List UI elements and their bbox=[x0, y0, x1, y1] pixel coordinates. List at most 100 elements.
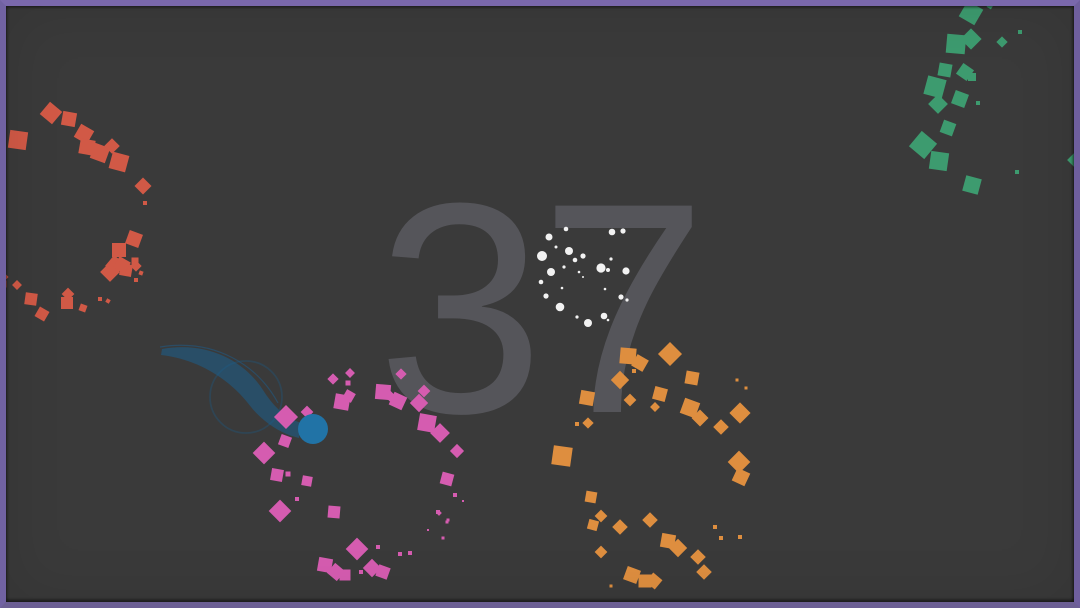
particle-square bbox=[61, 297, 73, 309]
particle-square bbox=[345, 368, 355, 378]
particle-square bbox=[73, 123, 95, 145]
particle-square bbox=[928, 150, 950, 172]
particle-square bbox=[735, 378, 739, 382]
particle-square bbox=[584, 490, 598, 504]
particle-dot bbox=[577, 270, 581, 274]
particle-square bbox=[0, 280, 7, 288]
particle-square bbox=[327, 505, 341, 519]
particle-square bbox=[657, 341, 683, 367]
particle-square bbox=[738, 535, 742, 539]
particle-square bbox=[727, 450, 751, 474]
particle-dot bbox=[608, 228, 616, 236]
particle-square bbox=[342, 389, 356, 403]
particle-dot bbox=[538, 279, 544, 285]
particle-square bbox=[417, 413, 437, 433]
particle-square bbox=[108, 151, 130, 173]
particle-square bbox=[645, 572, 663, 590]
particle-square bbox=[610, 370, 630, 390]
particle-square bbox=[996, 36, 1008, 48]
particle-square bbox=[408, 551, 412, 555]
particle-square bbox=[409, 393, 429, 413]
particle-square bbox=[252, 441, 276, 465]
particle-dot bbox=[545, 233, 553, 241]
particle-dot bbox=[562, 265, 566, 269]
particle-dot bbox=[543, 293, 549, 299]
particle-dot bbox=[596, 263, 606, 273]
orange-burst bbox=[551, 341, 751, 590]
particle-square bbox=[295, 497, 299, 501]
player-ball bbox=[298, 414, 328, 444]
particle-square bbox=[345, 537, 369, 561]
particle-square bbox=[430, 423, 450, 443]
particle-square bbox=[679, 397, 701, 419]
particle-dot bbox=[582, 276, 584, 278]
particle-square bbox=[113, 256, 131, 274]
particle-square bbox=[359, 570, 363, 574]
particle-square bbox=[951, 90, 969, 108]
particle-square bbox=[937, 62, 953, 78]
particle-square bbox=[34, 306, 50, 322]
particle-square bbox=[632, 369, 636, 373]
particle-square bbox=[690, 549, 706, 565]
particle-square bbox=[60, 110, 78, 128]
particle-square bbox=[143, 201, 147, 205]
particle-square bbox=[24, 292, 38, 306]
particle-square bbox=[1, 273, 9, 281]
particle-dot bbox=[618, 294, 624, 300]
white-burst bbox=[537, 226, 630, 327]
particle-square bbox=[594, 509, 608, 523]
particle-dot bbox=[547, 268, 555, 276]
particle-square bbox=[436, 510, 440, 514]
particle-square bbox=[104, 138, 120, 154]
particle-square bbox=[1038, 1, 1042, 5]
particle-square bbox=[285, 471, 291, 477]
particle-square bbox=[696, 564, 712, 580]
particle-dot bbox=[603, 287, 607, 291]
particle-square bbox=[7, 129, 29, 151]
particle-square bbox=[612, 519, 628, 535]
particle-square bbox=[78, 303, 88, 313]
particle-square bbox=[619, 347, 637, 365]
particle-dot bbox=[565, 247, 573, 255]
particle-square bbox=[986, 2, 994, 10]
particle-square bbox=[691, 409, 709, 427]
green-burst bbox=[908, 0, 1080, 195]
particle-square bbox=[125, 230, 143, 248]
particle-square bbox=[268, 499, 292, 523]
particle-dot bbox=[572, 257, 578, 263]
particle-square bbox=[388, 391, 408, 411]
particle-square bbox=[449, 443, 465, 459]
particle-square bbox=[609, 584, 613, 588]
particle-square bbox=[301, 475, 313, 487]
particle-square bbox=[968, 73, 976, 81]
particle-square bbox=[327, 373, 339, 385]
particle-square bbox=[105, 298, 111, 304]
particle-square bbox=[719, 536, 723, 540]
particle-dot bbox=[620, 228, 626, 234]
particle-square bbox=[586, 518, 600, 532]
particle-square bbox=[923, 75, 947, 99]
particle-square bbox=[395, 368, 407, 380]
particle-dot bbox=[600, 312, 608, 320]
particle-square bbox=[339, 569, 351, 581]
particle-square bbox=[713, 419, 729, 435]
particle-square bbox=[445, 520, 449, 524]
particle-square bbox=[375, 564, 391, 580]
particle-square bbox=[270, 468, 284, 482]
particle-square bbox=[427, 529, 429, 531]
particle-dot bbox=[606, 318, 610, 322]
particle-dot bbox=[580, 253, 586, 259]
particle-dot bbox=[575, 315, 579, 319]
particle-square bbox=[439, 471, 455, 487]
particle-square bbox=[642, 512, 658, 528]
particle-square bbox=[345, 380, 351, 386]
particle-dot bbox=[555, 302, 565, 312]
particle-square bbox=[668, 538, 688, 558]
particle-square bbox=[316, 556, 334, 574]
particle-square bbox=[417, 384, 431, 398]
pink-burst bbox=[252, 368, 465, 582]
particle-dot bbox=[584, 319, 592, 327]
particle-square bbox=[376, 545, 380, 549]
